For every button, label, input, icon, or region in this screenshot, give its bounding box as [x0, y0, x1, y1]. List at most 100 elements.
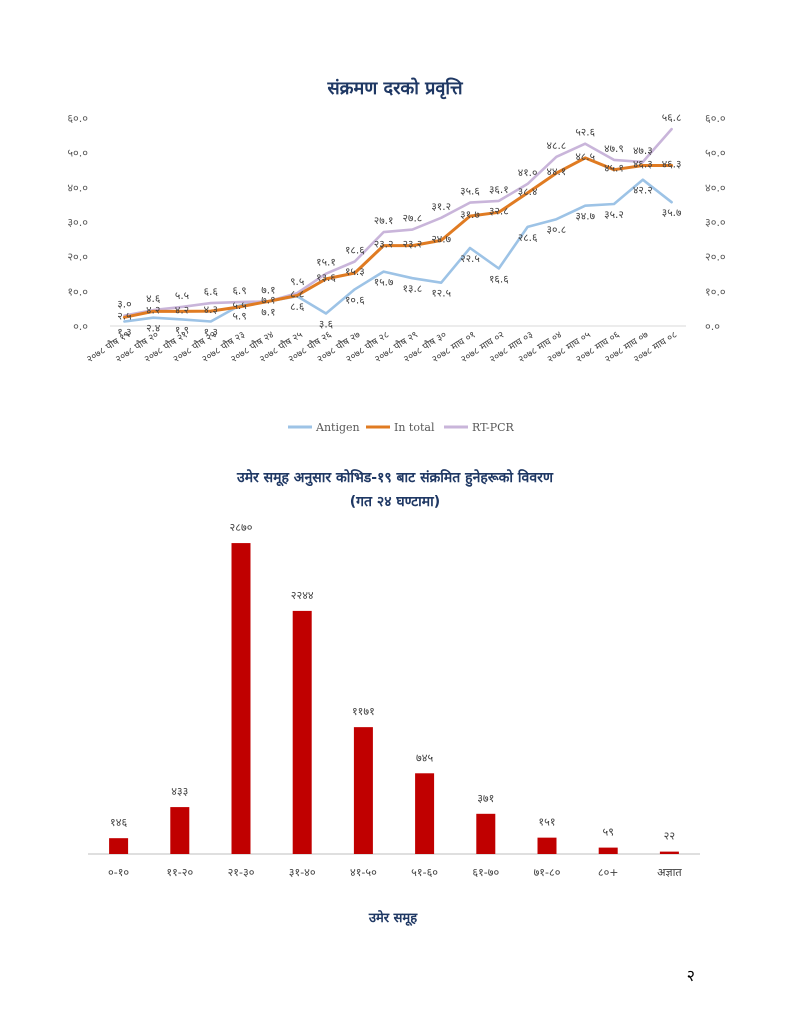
data-label-in-total: ३१.७ [460, 209, 480, 221]
bar-chart-value-labels: १४६ ४३३ २८७० २२४४ ११७१ ७४५ ३७१ १५१ ५९ २२ [110, 521, 675, 843]
legend-label: RT-PCR [472, 421, 515, 434]
bar-x-tick: ०-१० [108, 866, 129, 879]
line-chart-gridlines [110, 117, 686, 327]
age-group-bar-chart: उमेर समूह अनुसार कोभिड-१९ बाट संक्रमित ह… [88, 469, 700, 926]
line-chart-y-tick-right: ०.० [705, 320, 720, 333]
bar [109, 838, 129, 854]
series-line-antigen [123, 178, 673, 323]
data-label-antigen: ३५.७ [662, 207, 682, 219]
data-label-in-total: ४.२ [175, 304, 189, 316]
data-label-antigen: १०.६ [345, 294, 365, 306]
bar-x-tick: ८०+ [598, 866, 619, 879]
bar-chart-subtitle: (गत २४ घण्टामा) [350, 494, 440, 510]
data-label-in-total: २३.२ [374, 239, 394, 251]
bar-chart-bars [109, 543, 679, 854]
data-label-antigen: ५.९ [232, 311, 246, 323]
data-label-in-total: ४४.१ [547, 166, 567, 178]
data-label-in-total: ३२.८ [489, 205, 509, 217]
data-label-rt-pcr: ९.५ [290, 276, 304, 288]
data-label-antigen: १.९ [175, 324, 189, 336]
line-chart-y-tick-left: ६०.० [67, 112, 88, 125]
line-chart-y-tick-right: ६०.० [705, 112, 726, 125]
data-label-antigen: २८.६ [518, 232, 538, 244]
page-number: २ [686, 966, 695, 985]
legend-label: In total [394, 421, 435, 434]
data-label-rt-pcr: ३५.६ [460, 186, 480, 198]
line-chart-y-tick-left: ३०.० [67, 216, 88, 229]
bar [476, 813, 496, 854]
bar-x-tick: ७१-८० [534, 866, 561, 879]
bar-value-label: २२ [664, 830, 675, 843]
data-label-in-total: ५.५ [232, 300, 246, 312]
line-chart-y-tick-right: ४०.० [705, 181, 726, 194]
line-chart-y-tick-right: ३०.० [705, 216, 726, 229]
data-label-antigen: १२.५ [431, 288, 451, 300]
data-label-in-total: ४.२ [146, 304, 160, 316]
line-chart-y-tick-left: ५०.० [67, 147, 88, 160]
data-label-antigen: ८.६ [290, 301, 304, 313]
line-chart-y-tick-left: २०.० [67, 251, 88, 264]
data-label-antigen: ३०.८ [547, 224, 567, 236]
bar-chart-x-ticks: ०-१० ११-२० २१-३० ३१-४० ४१-५० ५१-६० ६१-७० ७१-८० ८… [108, 866, 682, 879]
data-label-antigen: २२.५ [460, 253, 480, 265]
line-chart-y-tick-right: ५०.० [705, 147, 726, 160]
data-label-in-total: २४.७ [431, 233, 451, 245]
bar [659, 851, 679, 854]
data-label-in-total: ४५.१ [604, 163, 624, 175]
bar-chart-x-label: उमेर समूह [368, 910, 418, 926]
data-label-antigen: १.३ [204, 326, 218, 338]
data-label-rt-pcr: ५.५ [175, 290, 189, 302]
bar [231, 543, 251, 854]
legend-label: Antigen [315, 421, 360, 434]
line-chart-y-ticks-right: ०.० १०.० २०.० ३०.० ४०.० ५०.० ६०.० [705, 112, 726, 333]
bar-x-tick: २१-३० [228, 866, 255, 879]
data-label-rt-pcr: ७.१ [261, 284, 275, 296]
data-label-rt-pcr: ३.० [117, 299, 131, 311]
data-label-rt-pcr: ६.६ [204, 286, 218, 298]
data-label-rt-pcr: ५६.८ [662, 112, 682, 124]
infection-rate-trend-chart: संक्रमण दरको प्रवृत्ति ०.० १०.० २०.० ३०.० ४०… [67, 77, 726, 434]
legend-item-rt-pcr: RT-PCR [444, 421, 515, 434]
data-label-rt-pcr: ४.६ [146, 293, 160, 305]
bar-x-tick: ५१-६० [411, 866, 438, 879]
data-label-rt-pcr: १८.६ [345, 245, 365, 257]
data-label-antigen: १३.८ [403, 283, 423, 295]
series-line-rt-pcr [123, 127, 673, 317]
data-label-antigen: १.३ [117, 326, 131, 338]
series-line-in-total [122, 156, 674, 319]
data-label-rt-pcr: ४७.३ [633, 145, 653, 157]
data-label-antigen: ३४.७ [575, 211, 595, 223]
bar [292, 610, 312, 854]
data-label-rt-pcr: ४७.९ [604, 143, 624, 155]
bar-x-tick: ११-२० [166, 866, 193, 879]
data-label-in-total: ३८.४ [518, 186, 538, 198]
data-label-in-total: ८.८ [290, 288, 304, 300]
data-label-in-total: २३.२ [403, 239, 423, 251]
bar-chart-title: उमेर समूह अनुसार कोभिड-१९ बाट संक्रमित ह… [236, 469, 554, 487]
data-label-antigen: ३५.२ [604, 209, 624, 221]
bar-value-label: २८७० [230, 521, 253, 534]
bar [537, 837, 557, 854]
bar [415, 773, 435, 854]
data-label-antigen: १६.६ [489, 273, 509, 285]
bar-value-label: २२४४ [291, 589, 314, 602]
line-chart-y-tick-right: २०.० [705, 251, 726, 264]
bar-x-tick: ४१-५० [350, 866, 377, 879]
bar-x-tick: ६१-७० [472, 866, 499, 879]
data-label-rt-pcr: ३६.१ [489, 184, 509, 196]
bar-x-tick: अज्ञात [657, 866, 682, 879]
data-label-in-total: १३.६ [316, 272, 336, 284]
data-label-antigen: ४२.२ [633, 185, 653, 197]
data-label-antigen: ७.१ [261, 306, 275, 318]
data-label-rt-pcr: २७.८ [403, 213, 423, 225]
data-label-antigen: ३.६ [319, 319, 333, 331]
data-label-in-total: ४.३ [204, 304, 218, 316]
data-label-in-total: ४६.३ [633, 158, 653, 170]
legend-item-antigen: Antigen [288, 421, 360, 434]
data-label-rt-pcr: ५२.६ [575, 127, 595, 139]
line-chart-series [122, 127, 674, 323]
bar-value-label: ३७१ [477, 792, 494, 805]
bar-value-label: ७४५ [416, 751, 433, 764]
